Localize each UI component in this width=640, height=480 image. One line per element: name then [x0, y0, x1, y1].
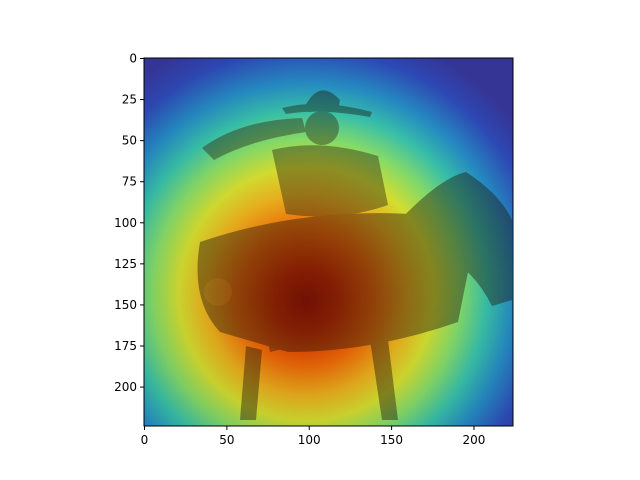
y-tick-label: 100 — [114, 216, 137, 230]
y-tick-label: 50 — [122, 134, 137, 148]
axes-frame — [143, 57, 514, 427]
x-axis: 0 50 100 150 200 — [141, 426, 486, 447]
y-tick-label: 200 — [114, 380, 137, 394]
image-area — [144, 58, 513, 426]
x-tick-label: 200 — [463, 433, 486, 447]
x-tick-label: 150 — [380, 433, 403, 447]
y-axis: 0 25 50 75 100 125 150 175 200 — [114, 52, 144, 394]
y-tick-label: 0 — [129, 52, 137, 66]
y-tick-label: 150 — [114, 298, 137, 312]
y-tick-label: 125 — [114, 257, 137, 271]
y-tick-label: 25 — [122, 93, 137, 107]
y-tick-label: 75 — [122, 175, 137, 189]
x-tick-label: 50 — [219, 433, 234, 447]
x-tick-label: 0 — [141, 433, 149, 447]
y-tick-label: 175 — [114, 339, 137, 353]
x-tick-label: 100 — [298, 433, 321, 447]
